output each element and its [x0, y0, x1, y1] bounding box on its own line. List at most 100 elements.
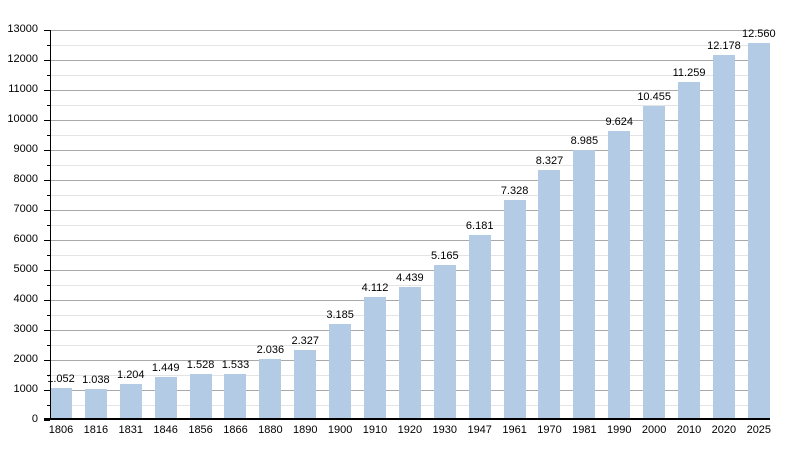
- y-minor-tick: [47, 255, 50, 256]
- bar: [329, 324, 352, 420]
- x-cell: 2025: [747, 424, 771, 438]
- x-cell: 1856: [188, 424, 212, 438]
- x-tick-label: 1930: [432, 424, 458, 436]
- x-cell: 1920: [397, 424, 423, 438]
- bar-group-1910: 4.112: [361, 30, 389, 420]
- minor-gridline: [50, 45, 770, 46]
- bar-value-label: 4.439: [396, 271, 424, 284]
- bar-value-label: 2.036: [256, 343, 285, 356]
- bar-group-2000: 10.455: [637, 30, 671, 420]
- bar-value-label: 11.259: [672, 67, 706, 80]
- bar-group-1846: 1.449: [151, 30, 180, 420]
- bar: [224, 374, 247, 420]
- y-minor-tick: [47, 285, 50, 286]
- x-tick-label: 1900: [327, 424, 353, 436]
- bar-group-1900: 3.185: [326, 30, 354, 420]
- major-gridline: [50, 60, 770, 61]
- x-cell: 1846: [153, 424, 178, 438]
- x-cell: 1816: [83, 424, 109, 438]
- bar: [608, 131, 631, 420]
- y-major-tick: [44, 30, 50, 31]
- bar-value-label: 3.185: [326, 309, 354, 322]
- y-tick-label: 9000: [13, 143, 38, 155]
- x-cell: 1900: [327, 424, 353, 438]
- bars-layer: 1.052 1.038 1.204 1.449 1.528 1.533 2.036 2.327…: [47, 28, 776, 420]
- y-minor-tick: [47, 195, 50, 196]
- minor-gridline: [50, 105, 770, 106]
- bar-value-label: 1.449: [151, 361, 180, 374]
- bar: [294, 350, 317, 420]
- minor-gridline: [50, 75, 770, 76]
- bar: [84, 388, 107, 420]
- bar-value-label: 1.533: [221, 359, 250, 372]
- x-axis-line: [44, 418, 770, 420]
- x-tick-label: 1920: [397, 424, 423, 436]
- x-tick-label: 1961: [502, 424, 527, 436]
- bar-group-2010: 11.259: [673, 30, 705, 420]
- y-minor-tick: [47, 75, 50, 76]
- x-cell: 1947: [467, 424, 492, 438]
- x-cell: 1970: [537, 424, 562, 438]
- y-tick-label: 12000: [7, 53, 38, 65]
- bar-group-1866: 1.533: [222, 30, 249, 420]
- bar: [364, 296, 387, 420]
- minor-gridline: [50, 135, 770, 136]
- x-tick-label: 1831: [118, 424, 144, 436]
- bar-value-label: 1.528: [186, 359, 215, 372]
- x-cell: 1990: [607, 424, 632, 438]
- major-gridline: [50, 150, 770, 151]
- bar: [433, 265, 456, 420]
- x-tick-label: 1816: [83, 424, 109, 436]
- bar-group-1970: 8.327: [536, 30, 563, 420]
- y-axis-line: [50, 30, 51, 420]
- bar: [50, 388, 72, 420]
- y-major-tick: [44, 60, 50, 61]
- x-cell: 1806: [49, 424, 73, 438]
- x-tick-label: 1981: [572, 424, 597, 436]
- bar-value-label: 8.327: [535, 155, 564, 168]
- bar-group-1880: 2.036: [257, 30, 284, 420]
- x-tick-label: 1866: [223, 424, 248, 436]
- bar-value-label: 8.985: [570, 135, 599, 148]
- bar-value-label: 12.560: [741, 28, 776, 41]
- y-major-tick: [44, 300, 50, 301]
- y-major-tick: [44, 210, 50, 211]
- y-major-tick: [44, 90, 50, 91]
- x-cell: 1981: [572, 424, 597, 438]
- y-minor-tick: [47, 45, 50, 46]
- bar-group-1920: 4.439: [396, 30, 424, 420]
- bar-value-label: 1.052: [47, 373, 75, 386]
- y-tick-label: 11000: [8, 83, 38, 95]
- bar-value-label: 7.328: [500, 185, 529, 198]
- bar: [538, 170, 561, 420]
- bar-group-1831: 1.204: [117, 30, 145, 420]
- x-cell: 1880: [258, 424, 282, 438]
- y-minor-tick: [47, 135, 50, 136]
- y-tick-label: 6000: [13, 233, 38, 245]
- y-minor-tick: [47, 105, 50, 106]
- bar-group-2025: 12.560: [742, 28, 776, 420]
- bar-group-1856: 1.528: [186, 30, 215, 420]
- y-tick-label: 4000: [13, 293, 38, 305]
- y-tick-label: 1000: [13, 383, 38, 395]
- y-major-tick: [44, 150, 50, 151]
- x-cell: 1930: [432, 424, 458, 438]
- x-tick-label: 1846: [153, 424, 178, 436]
- bar-value-label: 4.112: [361, 281, 389, 294]
- y-tick-label: 2000: [13, 353, 38, 365]
- bar-group-1816: 1.038: [82, 30, 110, 420]
- x-tick-label: 1947: [467, 424, 492, 436]
- x-tick-label: 2020: [711, 424, 737, 436]
- x-cell: 2010: [677, 424, 701, 438]
- bar-value-label: 6.181: [465, 219, 494, 232]
- bar-group-2020: 12.178: [707, 30, 741, 420]
- x-tick-label: 1890: [292, 424, 318, 436]
- minor-gridline: [50, 165, 770, 166]
- x-tick-label: 1990: [607, 424, 632, 436]
- bar-group-1981: 8.985: [571, 30, 598, 420]
- y-minor-tick: [47, 405, 50, 406]
- minor-gridline: [50, 285, 770, 286]
- x-tick-label: 1970: [537, 424, 562, 436]
- y-tick-label: 10000: [7, 113, 38, 125]
